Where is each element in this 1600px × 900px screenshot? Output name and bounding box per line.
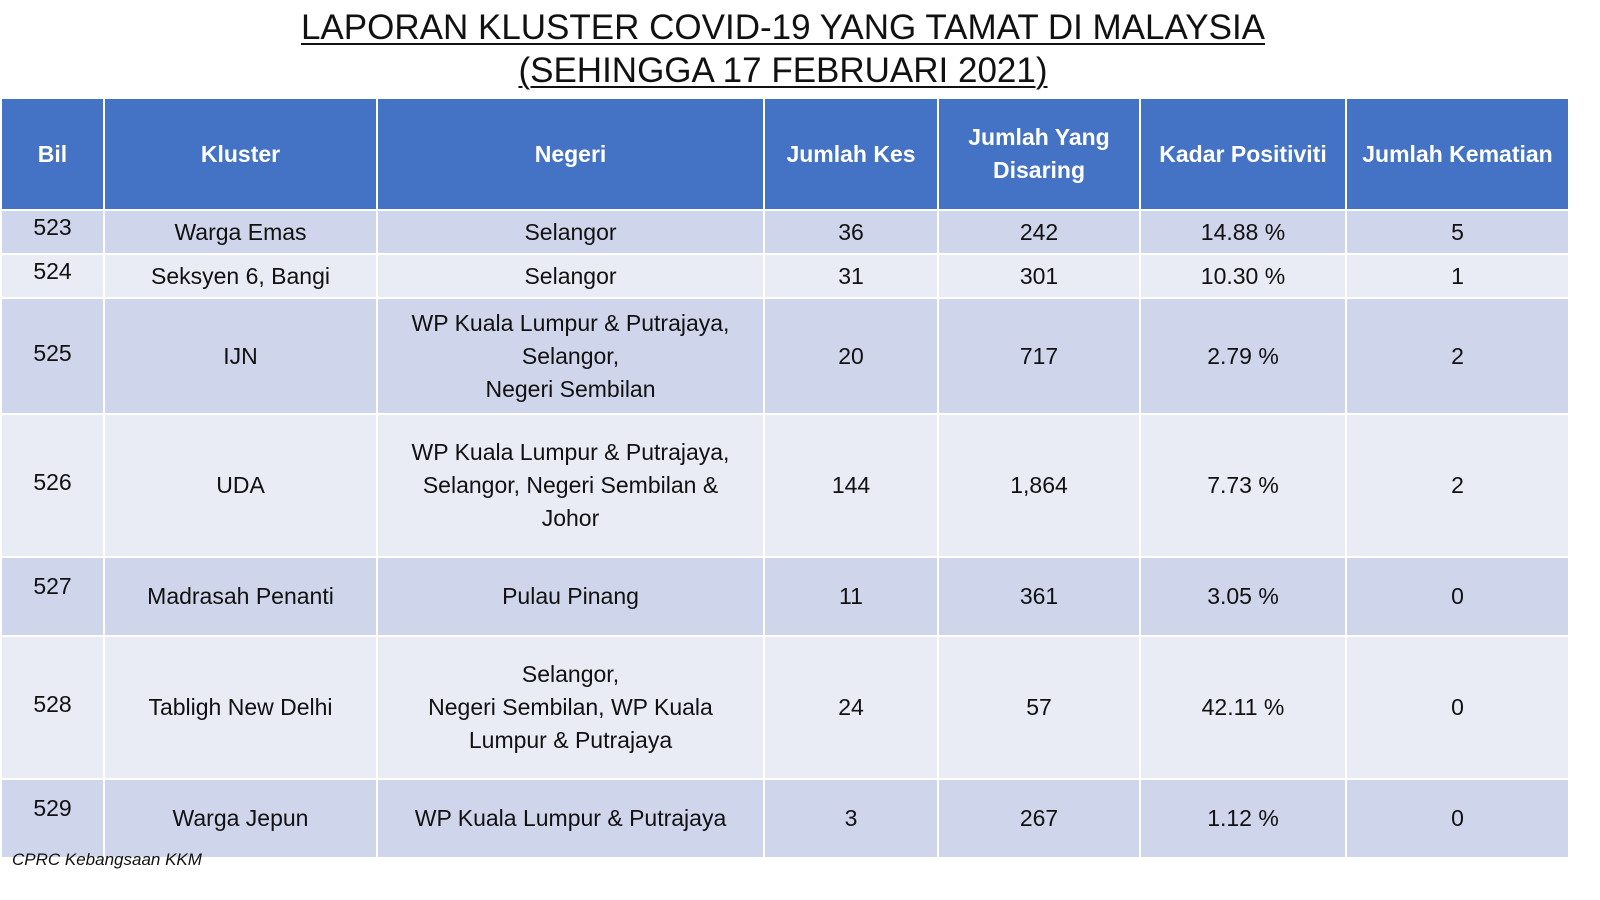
cell-negeri: Selangor: [376, 253, 765, 299]
cell-kluster: IJN: [103, 297, 378, 415]
cell-kadar-positiviti: 14.88 %: [1139, 209, 1347, 255]
source-note: CPRC Kebangsaan KKM: [12, 850, 202, 869]
cell-jumlah-kematian: 5: [1345, 209, 1570, 255]
header-bil: Bil: [0, 97, 105, 211]
cell-jumlah-kes: 36: [763, 209, 939, 255]
cell-negeri: WP Kuala Lumpur & Putrajaya, Selangor, N…: [376, 297, 765, 415]
cell-jumlah-kes: 11: [763, 556, 939, 637]
cell-kadar-positiviti: 7.73 %: [1139, 413, 1347, 558]
table-row: 523 Warga Emas Selangor 36 242 14.88 % 5: [0, 209, 1570, 255]
header-kluster: Kluster: [103, 97, 378, 211]
cell-jumlah-disaring: 267: [937, 778, 1141, 859]
cell-kadar-positiviti: 10.30 %: [1139, 253, 1347, 299]
header-jumlah-kematian: Jumlah Kematian: [1345, 97, 1570, 211]
header-jumlah-disaring: Jumlah Yang Disaring: [937, 97, 1141, 211]
cell-bil: 528: [0, 635, 105, 780]
cell-kluster: Tabligh New Delhi: [103, 635, 378, 780]
cell-bil: 525: [0, 297, 105, 415]
cell-bil: 524: [0, 253, 105, 299]
table-row: 527 Madrasah Penanti Pulau Pinang 11 361…: [0, 556, 1570, 637]
cell-kluster: Seksyen 6, Bangi: [103, 253, 378, 299]
cell-jumlah-kematian: 0: [1345, 778, 1570, 859]
cell-kadar-positiviti: 42.11 %: [1139, 635, 1347, 780]
cell-kluster: Warga Jepun: [103, 778, 378, 859]
cell-negeri: Pulau Pinang: [376, 556, 765, 637]
table-row: 529 Warga Jepun WP Kuala Lumpur & Putraj…: [0, 778, 1570, 859]
cell-jumlah-disaring: 361: [937, 556, 1141, 637]
title-line-1: LAPORAN KLUSTER COVID-19 YANG TAMAT DI M…: [300, 8, 1266, 47]
cell-jumlah-kes: 20: [763, 297, 939, 415]
cell-kluster: Madrasah Penanti: [103, 556, 378, 637]
cell-bil: 523: [0, 209, 105, 255]
title-line-2: (SEHINGGA 17 FEBRUARI 2021): [518, 51, 1048, 90]
cell-kadar-positiviti: 3.05 %: [1139, 556, 1347, 637]
cell-jumlah-disaring: 1,864: [937, 413, 1141, 558]
table-row: 526 UDA WP Kuala Lumpur & Putrajaya, Sel…: [0, 413, 1570, 558]
header-negeri: Negeri: [376, 97, 765, 211]
table-row: 528 Tabligh New Delhi Selangor, Negeri S…: [0, 635, 1570, 780]
cell-bil: 529: [0, 778, 105, 859]
cell-kadar-positiviti: 1.12 %: [1139, 778, 1347, 859]
cell-jumlah-kes: 31: [763, 253, 939, 299]
cell-jumlah-kematian: 1: [1345, 253, 1570, 299]
cell-negeri: WP Kuala Lumpur & Putrajaya: [376, 778, 765, 859]
cell-jumlah-kematian: 0: [1345, 635, 1570, 780]
cell-jumlah-disaring: 57: [937, 635, 1141, 780]
cell-negeri: Selangor: [376, 209, 765, 255]
cell-jumlah-kematian: 2: [1345, 297, 1570, 415]
cluster-table: Bil Kluster Negeri Jumlah Kes Jumlah Yan…: [0, 97, 1570, 859]
table-row: 524 Seksyen 6, Bangi Selangor 31 301 10.…: [0, 253, 1570, 299]
header-kadar-positiviti: Kadar Positiviti: [1139, 97, 1347, 211]
cell-jumlah-kematian: 0: [1345, 556, 1570, 637]
page-title: LAPORAN KLUSTER COVID-19 YANG TAMAT DI M…: [0, 6, 1566, 92]
cell-jumlah-kematian: 2: [1345, 413, 1570, 558]
table-row: 525 IJN WP Kuala Lumpur & Putrajaya, Sel…: [0, 297, 1570, 415]
header-jumlah-kes: Jumlah Kes: [763, 97, 939, 211]
cell-jumlah-kes: 24: [763, 635, 939, 780]
cell-negeri: Selangor, Negeri Sembilan, WP Kuala Lump…: [376, 635, 765, 780]
cell-jumlah-disaring: 717: [937, 297, 1141, 415]
cell-jumlah-kes: 3: [763, 778, 939, 859]
cell-jumlah-kes: 144: [763, 413, 939, 558]
cell-jumlah-disaring: 301: [937, 253, 1141, 299]
cell-kluster: UDA: [103, 413, 378, 558]
cell-kluster: Warga Emas: [103, 209, 378, 255]
cell-negeri: WP Kuala Lumpur & Putrajaya, Selangor, N…: [376, 413, 765, 558]
cell-bil: 526: [0, 413, 105, 558]
cell-kadar-positiviti: 2.79 %: [1139, 297, 1347, 415]
cell-bil: 527: [0, 556, 105, 637]
cell-jumlah-disaring: 242: [937, 209, 1141, 255]
table-header-row: Bil Kluster Negeri Jumlah Kes Jumlah Yan…: [0, 97, 1570, 211]
